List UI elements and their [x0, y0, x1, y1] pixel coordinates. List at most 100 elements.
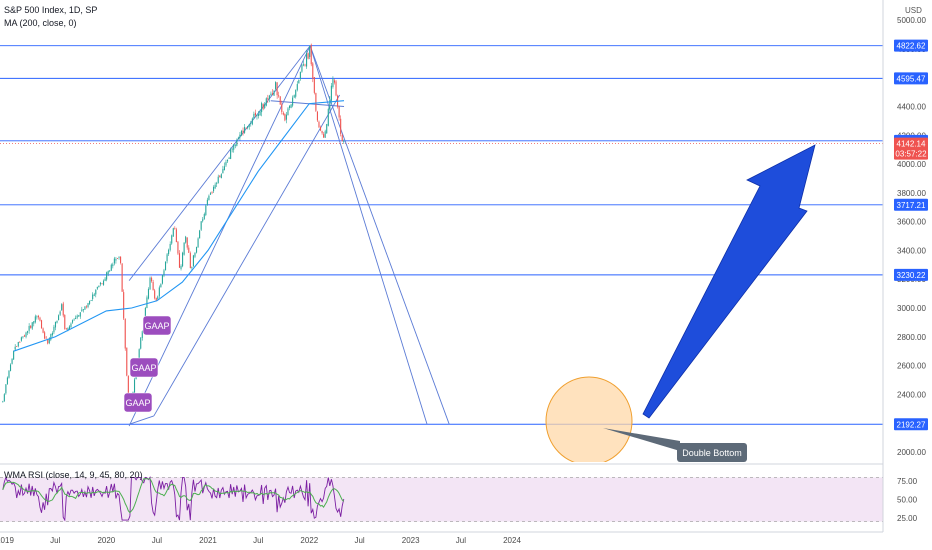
up-arrow [642, 144, 816, 419]
candle-body [102, 280, 105, 285]
candle-body [78, 315, 80, 317]
gaap-label: GAAP [125, 398, 150, 408]
currency-label: USD [905, 6, 922, 15]
candle-body [87, 303, 89, 308]
candle-body [256, 114, 258, 117]
candle-body [273, 90, 275, 96]
candle-body [58, 315, 60, 321]
candle-body [281, 104, 283, 112]
candle-body [189, 253, 191, 269]
candle-body [236, 139, 238, 146]
candle-body [3, 394, 5, 402]
time-tick-label: 2024 [503, 536, 521, 545]
candle-body [64, 314, 66, 329]
candle-body [104, 278, 106, 281]
candle-body [82, 309, 84, 311]
candle-body [27, 331, 29, 333]
time-tick-label: Jul [253, 536, 263, 545]
level-badge [894, 418, 928, 431]
level-badge [894, 72, 928, 85]
candle-body [101, 283, 103, 285]
candle-body [206, 199, 208, 206]
candle-body [93, 294, 95, 296]
candle-body [194, 252, 196, 257]
candle-body [284, 113, 286, 121]
candle-body [71, 320, 74, 323]
channel-line [128, 415, 154, 425]
candle-body [231, 148, 233, 150]
candle-body [290, 104, 292, 108]
candle-body [253, 113, 255, 119]
candle-body [209, 193, 212, 195]
candle-body [96, 286, 98, 289]
candle-body [287, 108, 289, 116]
time-tick-label: 2023 [402, 536, 420, 545]
candle-body [163, 270, 165, 276]
candle-body [285, 114, 287, 120]
candle-body [48, 339, 50, 344]
candle-body [192, 255, 194, 267]
candle-body [28, 325, 30, 331]
price-plot: GAAP GAAP GAAP Double Bottom [0, 43, 883, 462]
candle-body [85, 306, 88, 308]
candle-body [44, 332, 46, 339]
candle-body [144, 307, 146, 322]
candle-body [298, 80, 300, 84]
candle-body [9, 364, 12, 371]
channel-line [128, 45, 311, 281]
candle-body [309, 46, 311, 57]
candle-body [183, 242, 185, 255]
candle-body [157, 296, 159, 300]
time-tick-label: Jul [152, 536, 162, 545]
candle-body [95, 289, 97, 295]
candle-body [306, 53, 308, 67]
candle-body [324, 131, 326, 138]
candle-body [151, 277, 153, 282]
candle-body [225, 161, 227, 166]
callout-label: Double Bottom [682, 448, 742, 458]
candle-body [185, 236, 187, 243]
candle-body [121, 263, 123, 292]
candle-body [208, 195, 210, 201]
candle-body [177, 241, 179, 254]
gaap-badge [123, 392, 153, 413]
candle-body [288, 105, 291, 109]
channel-line [153, 94, 340, 417]
candle-body [262, 104, 264, 109]
candle-body [61, 304, 63, 311]
candle-body [191, 267, 193, 268]
rsi-signal-line [2, 478, 345, 514]
candle-body [304, 64, 306, 66]
candle-body [53, 326, 55, 333]
candle-body [234, 144, 236, 146]
candle-body [92, 294, 94, 300]
candle-body [188, 247, 190, 253]
candle-body [254, 112, 256, 116]
time-tick-label: 2021 [199, 536, 217, 545]
candle-body [214, 184, 216, 189]
candle-body [42, 328, 44, 333]
price-tick-label: 3000.00 [897, 304, 926, 313]
candle-body [226, 159, 229, 162]
candle-body [25, 332, 27, 337]
candle-body [67, 328, 69, 330]
candle-body [116, 257, 119, 259]
candle-body [50, 334, 52, 340]
candle-body [233, 144, 235, 150]
candle-body [109, 270, 111, 272]
candle-body [267, 98, 269, 100]
candle-body [70, 323, 72, 328]
candle-body [154, 290, 156, 299]
candle-body [62, 303, 64, 316]
candle-body [195, 247, 198, 253]
candle-body [242, 130, 244, 134]
candle-body [203, 214, 205, 220]
candle-body [268, 95, 270, 99]
candle-body [65, 328, 67, 330]
candle-body [248, 124, 250, 127]
level-badge [894, 198, 928, 211]
candle-body [34, 316, 36, 323]
candle-body [98, 285, 100, 288]
candle-body [299, 71, 301, 79]
candle-body [332, 79, 334, 87]
